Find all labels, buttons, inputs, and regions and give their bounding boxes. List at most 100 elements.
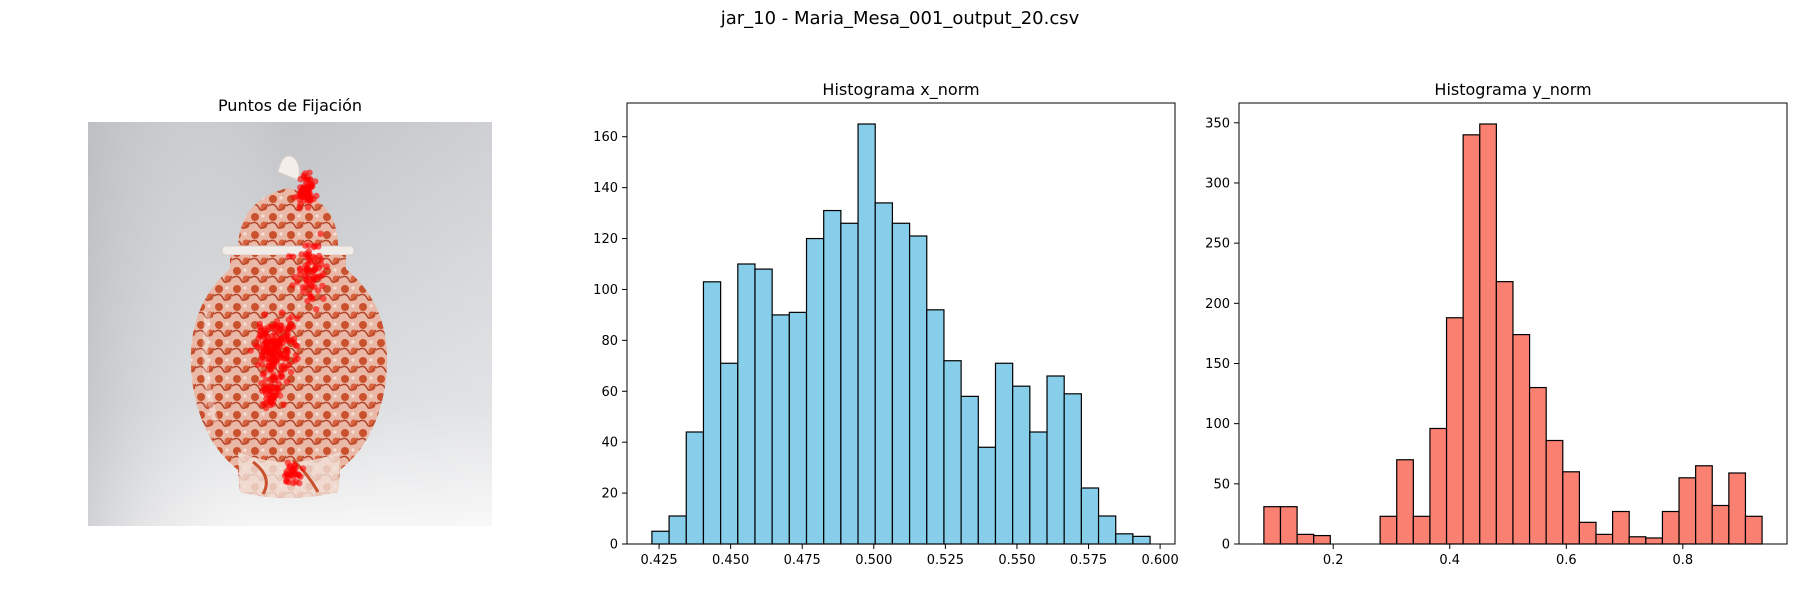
fixation-point — [318, 256, 325, 263]
x-norm-histogram-bar — [1080, 487, 1100, 545]
y-norm-histogram-title: Histograma y_norm — [1434, 80, 1591, 100]
y-norm-histogram-xtick-label: 0.8 — [1672, 553, 1693, 568]
y-norm-histogram-bar — [1728, 472, 1747, 545]
x-norm-histogram-bar — [926, 309, 945, 545]
fixation-point — [284, 471, 292, 478]
fixation-point — [295, 472, 302, 479]
x-norm-histogram-bar — [1012, 385, 1031, 545]
y-norm-histogram-bar — [1744, 515, 1763, 545]
fixation-point — [290, 335, 298, 342]
x-norm-histogram-xtick-label: 0.500 — [855, 553, 892, 568]
fixation-point — [268, 399, 275, 406]
y-norm-histogram-bar — [1379, 515, 1398, 545]
x-norm-histogram-bar — [874, 202, 894, 545]
x-norm-histogram-title: Histograma x_norm — [822, 80, 979, 100]
y-norm-histogram-bar — [1512, 334, 1531, 545]
x-norm-histogram-ytick-label: 20 — [601, 487, 618, 502]
fixation-point — [269, 357, 276, 364]
x-norm-histogram-bar — [788, 311, 808, 545]
fixation-point — [283, 325, 290, 332]
fixation-point — [298, 194, 306, 201]
fixation-point — [309, 268, 316, 276]
fixation-point — [261, 325, 268, 333]
y-norm-histogram-ytick-label: 200 — [1205, 297, 1230, 312]
fixation-point — [283, 346, 290, 353]
x-norm-histogram-bar — [668, 515, 687, 545]
fixation-point — [289, 473, 297, 480]
fixation-point — [287, 462, 294, 470]
x-norm-histogram-xtick-label: 0.575 — [1070, 553, 1107, 568]
x-norm-histogram-bar — [977, 446, 997, 545]
fixation-point — [263, 339, 270, 347]
y-norm-histogram-bar — [1645, 537, 1664, 545]
fixation-point — [254, 343, 261, 350]
x-norm-histogram-ytick-label: 100 — [593, 283, 618, 298]
y-norm-histogram-xtick-label: 0.4 — [1439, 553, 1460, 568]
x-norm-histogram-bar — [943, 360, 962, 545]
x-norm-histogram-bar — [1046, 375, 1065, 545]
y-norm-histogram-bar — [1678, 477, 1697, 545]
fixation-point — [318, 272, 325, 280]
fixation-point — [310, 276, 318, 283]
fixation-point — [323, 263, 330, 270]
y-norm-histogram-bar — [1462, 134, 1481, 545]
x-norm-histogram-bar — [823, 209, 842, 545]
fixation-point — [247, 347, 254, 354]
fixation-point — [297, 201, 304, 208]
y-norm-histogram-xtick-label: 0.6 — [1556, 553, 1577, 568]
fixation-point — [287, 368, 295, 376]
x-norm-histogram-xtick-label: 0.425 — [640, 553, 677, 568]
fixation-point — [268, 361, 275, 369]
x-norm-histogram-bar — [891, 222, 911, 545]
fixation-point — [312, 178, 319, 185]
fixation-point — [305, 251, 312, 258]
x-norm-histogram-ytick-label: 60 — [601, 385, 618, 400]
fixation-point — [296, 266, 304, 274]
fixation-point — [262, 404, 270, 412]
fixation-point — [283, 353, 290, 360]
fixation-point — [305, 183, 313, 190]
fixation-point — [258, 351, 266, 359]
y-norm-histogram-bar — [1296, 533, 1315, 545]
fixation-point — [306, 176, 313, 183]
fixation-point — [261, 311, 268, 318]
x-norm-histogram-bar — [754, 268, 773, 545]
jar-photo — [88, 122, 492, 526]
y-norm-histogram-bar — [1479, 123, 1497, 545]
x-norm-histogram-bar — [1097, 515, 1117, 545]
x-norm-histogram-axes-frame — [626, 102, 1176, 545]
fixation-point — [312, 260, 319, 267]
x-norm-histogram-bar — [685, 431, 705, 545]
fixation-point — [280, 362, 287, 369]
x-norm-histogram-bar — [1029, 431, 1048, 545]
y-norm-histogram-ytick-label: 250 — [1205, 237, 1230, 252]
y-norm-histogram-bar — [1578, 521, 1597, 545]
fixation-point — [271, 349, 279, 356]
x-norm-histogram-bar — [771, 314, 790, 545]
y-norm-histogram-bar — [1628, 536, 1647, 545]
y-norm-histogram-ytick-label: 50 — [1213, 477, 1230, 492]
fixation-point — [308, 283, 315, 290]
jar-drawing — [190, 155, 388, 498]
image-panel-title: Puntos de Fijación — [217, 96, 363, 115]
x-norm-histogram-ytick-label: 160 — [593, 130, 618, 145]
y-norm-histogram-ytick-label: 150 — [1205, 357, 1230, 372]
y-norm-histogram-ytick-label: 300 — [1205, 176, 1230, 191]
y-norm-histogram-ytick-label: 0 — [1222, 538, 1230, 553]
x-norm-histogram-ytick-label: 40 — [601, 436, 618, 451]
fixation-point — [305, 242, 313, 249]
x-norm-histogram-bar — [720, 362, 739, 545]
fixation-point — [305, 187, 312, 195]
fixation-point — [299, 465, 307, 472]
fixation-point — [313, 192, 320, 200]
y-norm-histogram-ytick-label: 100 — [1205, 417, 1230, 432]
fixation-point — [296, 271, 304, 278]
y-norm-histogram-bar — [1445, 317, 1464, 545]
fixation-point — [277, 336, 284, 343]
x-norm-histogram-bar — [805, 237, 825, 545]
fixation-point — [278, 373, 286, 380]
fixation-point — [283, 477, 290, 485]
y-norm-histogram-bar — [1396, 459, 1414, 545]
fixation-point — [315, 243, 322, 250]
y-norm-histogram-bar — [1661, 510, 1680, 545]
